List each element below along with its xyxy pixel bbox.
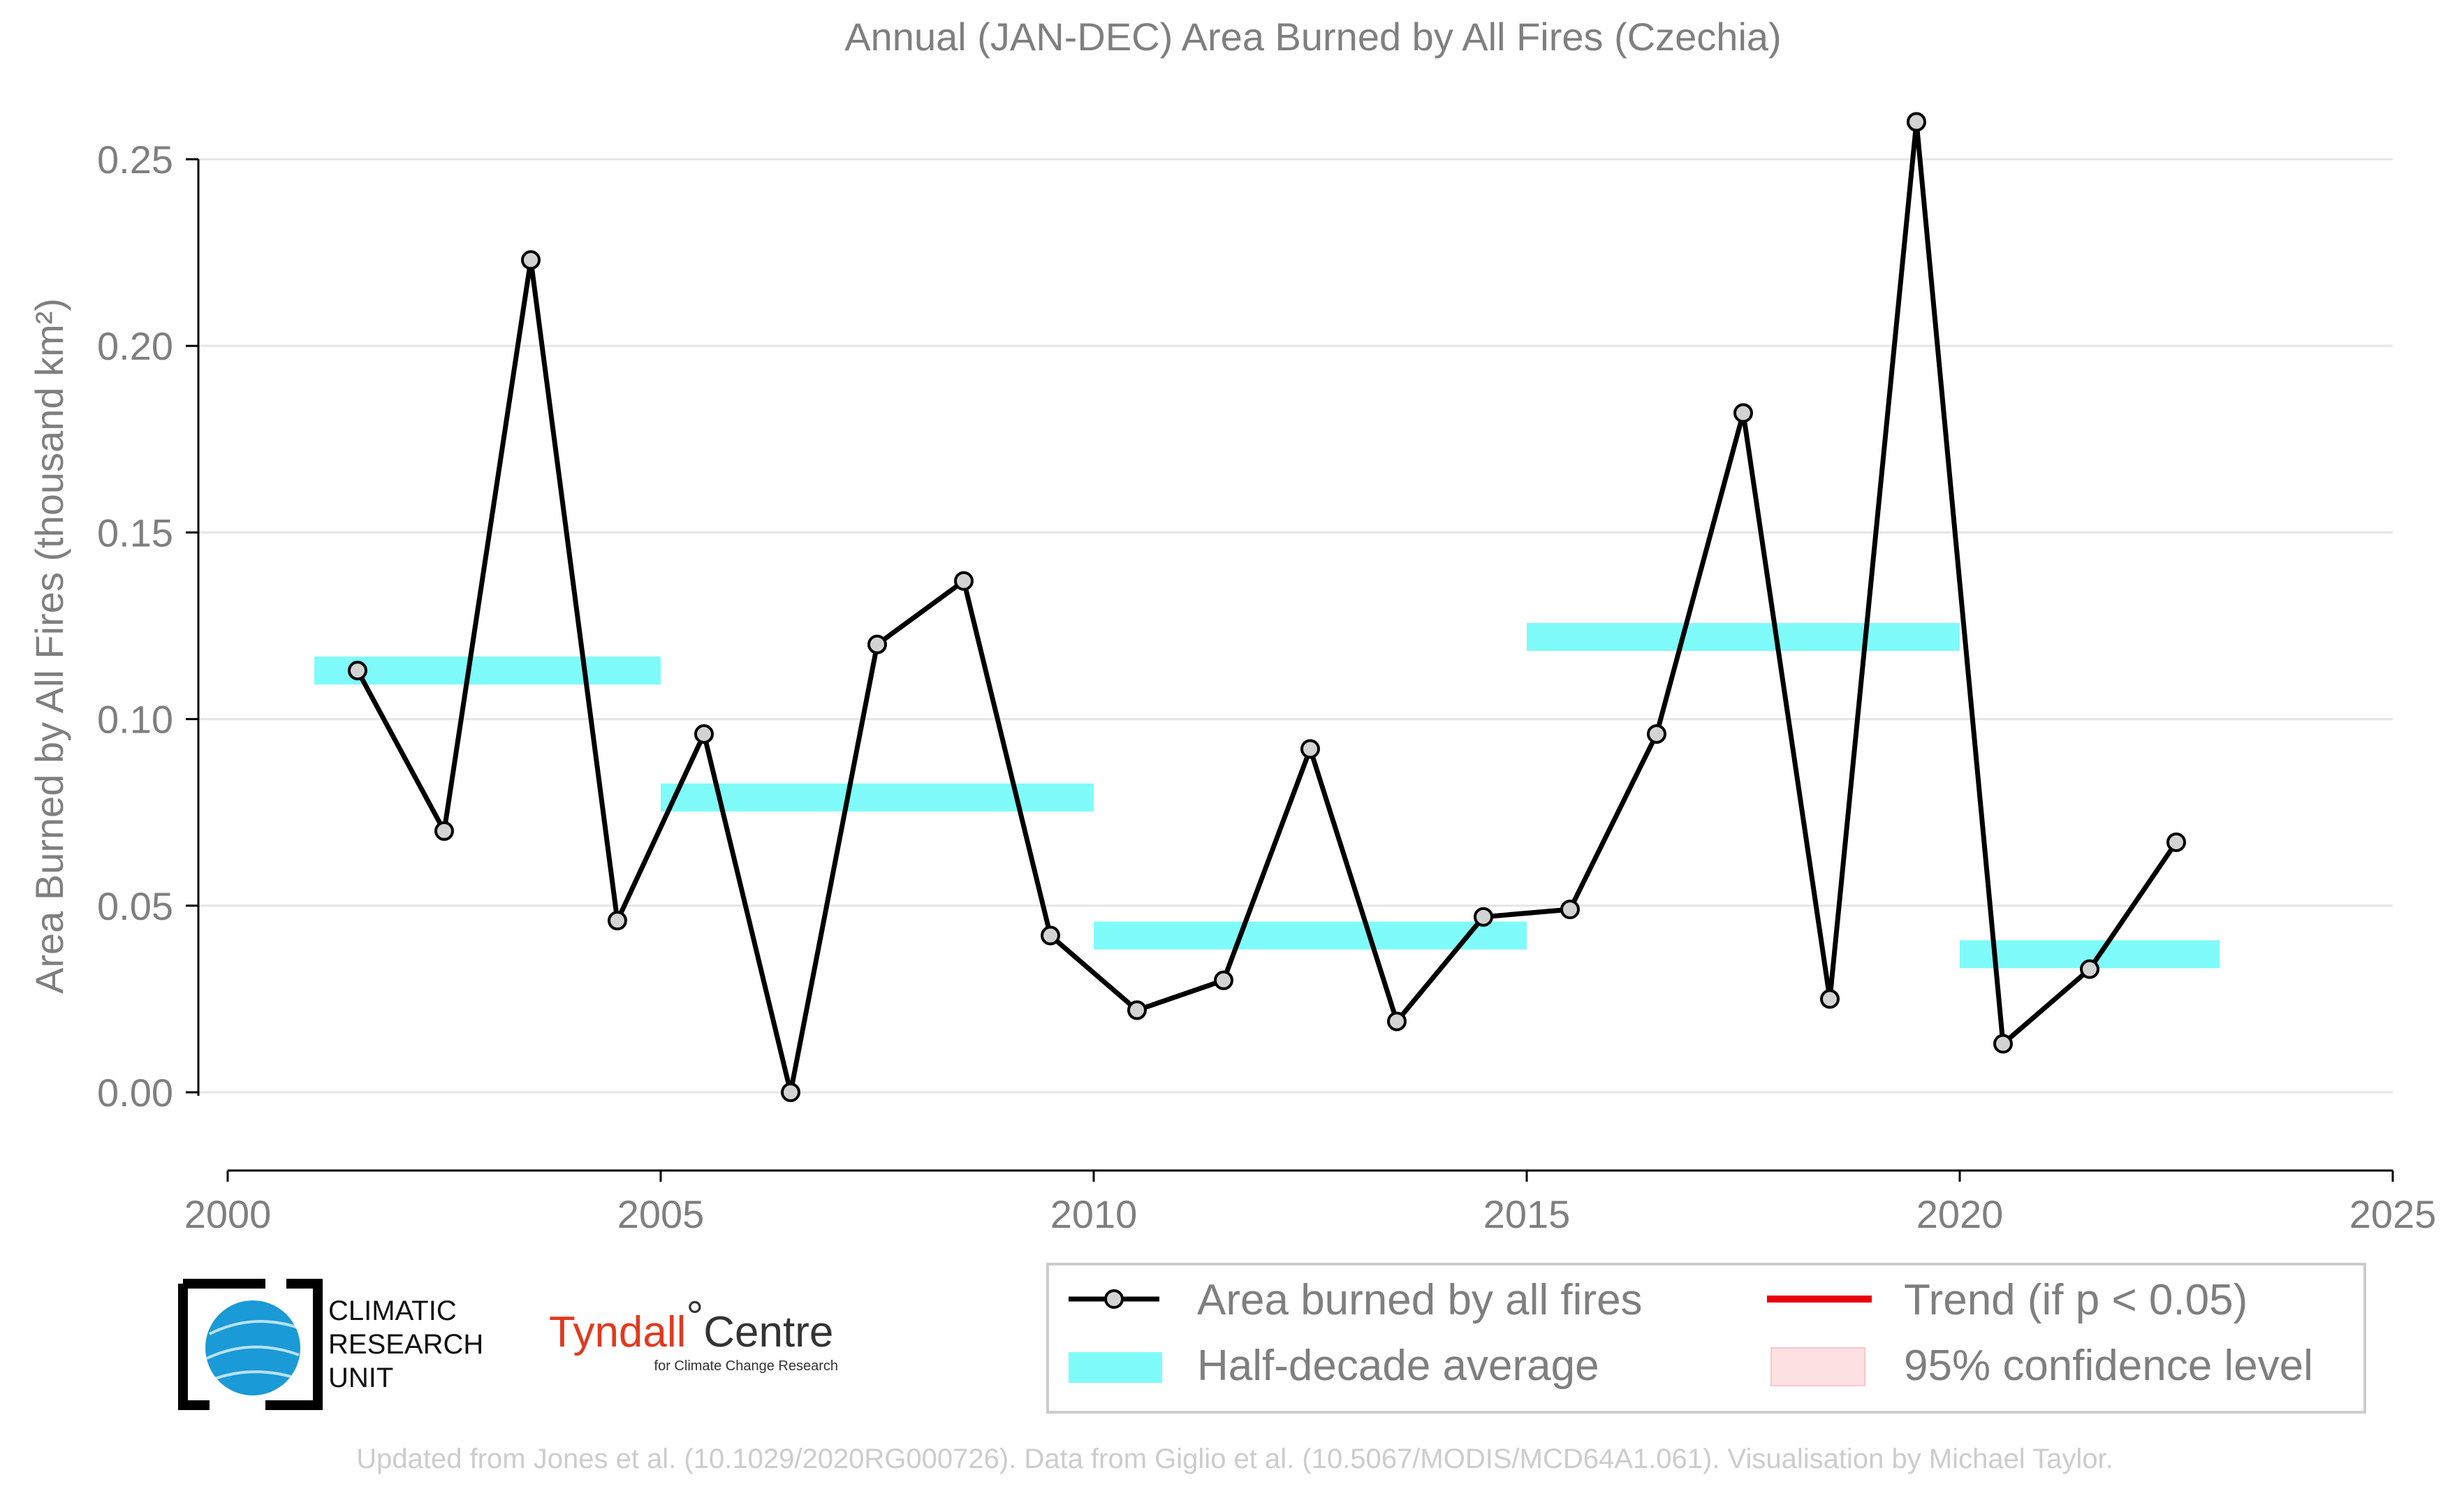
legend: Area burned by all fires Trend (if p < 0… [1046,1263,2366,1414]
x-tick-label: 2020 [1916,1192,2004,1236]
data-point [1820,989,1840,1009]
data-point [1214,970,1233,990]
y-tick-label: 0.20 [97,324,173,368]
data-point [1387,1011,1407,1032]
half-decade-average-bands [314,623,2220,969]
x-tick-label: 2000 [184,1192,272,1236]
legend-label-average: Half-decade average [1197,1342,1599,1390]
data-point [1127,1000,1147,1020]
y-tick-label: 0.15 [97,511,173,555]
data-point [1300,739,1320,759]
cru-logo: CLIMATIC RESEARCH UNIT [178,1279,483,1410]
y-tick-label: 0.05 [97,884,173,928]
cru-logo-bracket-right [265,1279,323,1410]
data-point [954,571,974,591]
legend-band-swatch [1069,1352,1162,1383]
data-point [694,724,714,744]
legend-label-ci: 95% confidence level [1904,1342,2313,1390]
x-tick-label: 2005 [617,1192,705,1236]
x-tick-label: 2025 [2349,1192,2437,1236]
data-point [781,1083,800,1102]
data-point [1907,112,1926,132]
data-point [2166,832,2186,852]
data-point [1041,925,1060,946]
half-decade-average-band [1527,623,1960,652]
x-axis: 2000 2005 2010 2015 2020 2025 [184,1169,2437,1236]
cru-logo-bracket [178,1284,210,1410]
series-area-burned [348,112,2186,1102]
data-point [1993,1034,2013,1054]
y-axis: 0.00 0.05 0.10 0.15 0.20 0.25 [97,138,200,1115]
data-point [434,821,454,841]
tyndall-logo: Tyndall°Centre for Climate Change Resear… [549,1293,838,1374]
x-tick-label: 2015 [1483,1192,1571,1236]
legend-frame [1046,1263,2366,1414]
half-decade-average-band [314,657,661,685]
cru-line-3: UNIT [328,1363,393,1393]
footer-credit: Updated from Jones et al. (10.1029/2020R… [356,1444,2113,1474]
data-point [1647,724,1666,744]
legend-label-trend: Trend (if p < 0.05) [1904,1276,2247,1324]
tyndall-logo-text: Tyndall°Centre [549,1293,833,1356]
data-point [521,250,541,270]
y-tick-label: 0.10 [97,698,173,742]
half-decade-average-band [1094,921,1527,950]
data-point [867,634,887,654]
data-point [608,911,627,931]
legend-ci-swatch [1770,1347,1865,1386]
cru-line-1: CLIMATIC [328,1296,457,1326]
y-tick-label: 0.25 [97,138,173,182]
legend-series-marker [1104,1289,1124,1309]
data-point [1474,907,1493,927]
half-decade-average-band [661,783,1094,812]
x-tick-label: 2010 [1050,1192,1138,1236]
tyndall-subtitle: for Climate Change Research [654,1358,838,1374]
data-point [348,661,367,681]
data-point [1560,900,1580,920]
cru-line-2: RESEARCH [328,1329,483,1360]
globe-swirl [206,1320,300,1381]
data-point [2080,959,2099,979]
data-point [1733,403,1753,423]
legend-label-series: Area burned by all fires [1197,1276,1643,1324]
y-tick-label: 0.00 [97,1071,173,1115]
y-axis-label: Area Burned by All Fires (thousand km²) [27,298,71,994]
series-line [355,122,2178,1093]
chart-title: Annual (JAN-DEC) Area Burned by All Fire… [844,15,1781,59]
